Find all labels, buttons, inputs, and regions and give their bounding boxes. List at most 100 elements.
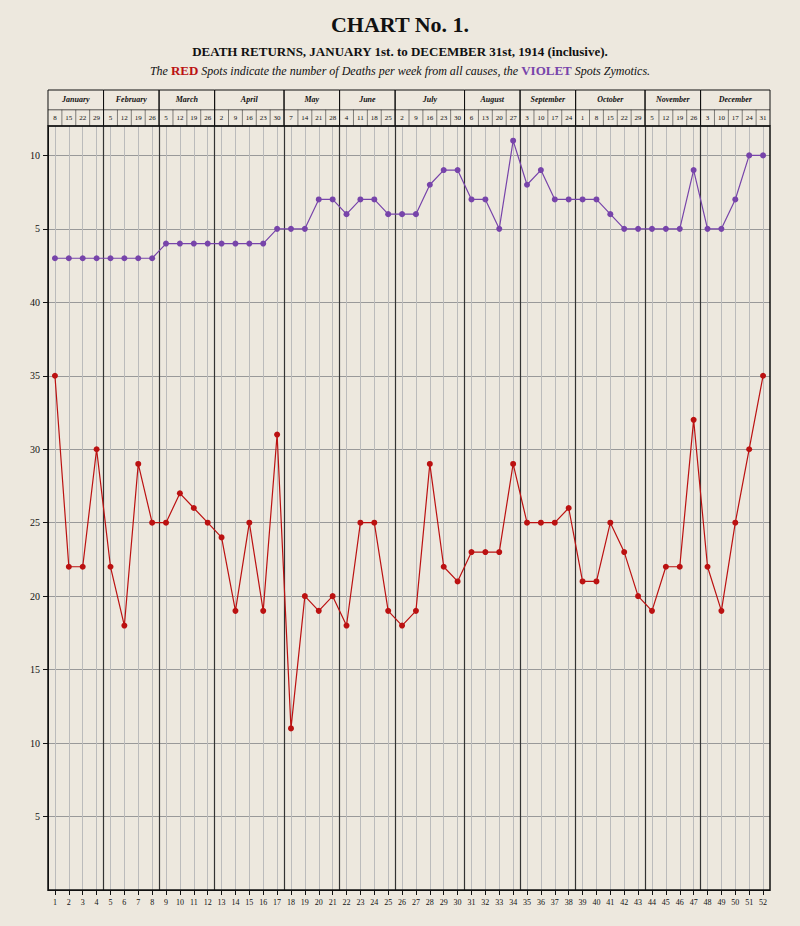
svg-text:March: March	[175, 95, 199, 104]
svg-text:32: 32	[481, 898, 489, 907]
svg-text:10: 10	[537, 114, 545, 122]
svg-text:19: 19	[135, 114, 143, 122]
svg-text:16: 16	[426, 114, 434, 122]
svg-text:36: 36	[537, 898, 545, 907]
svg-text:46: 46	[676, 898, 684, 907]
svg-text:30: 30	[454, 898, 462, 907]
svg-text:3: 3	[81, 898, 85, 907]
svg-text:10: 10	[30, 150, 40, 161]
svg-text:VIOLET: VIOLET	[521, 63, 572, 78]
svg-text:DEATH RETURNS, JANUARY 1st. to: DEATH RETURNS, JANUARY 1st. to DECEMBER …	[192, 44, 608, 59]
svg-text:5: 5	[35, 223, 40, 234]
svg-text:34: 34	[509, 898, 517, 907]
svg-text:29: 29	[93, 114, 101, 122]
svg-text:40: 40	[592, 898, 600, 907]
svg-text:5: 5	[164, 114, 168, 122]
svg-text:June: June	[358, 95, 376, 104]
svg-text:December: December	[718, 95, 753, 104]
svg-text:26: 26	[398, 898, 406, 907]
svg-text:42: 42	[620, 898, 628, 907]
svg-text:10: 10	[718, 114, 726, 122]
svg-text:17: 17	[551, 114, 559, 122]
svg-text:Spots indicate the number of D: Spots indicate the number of Deaths per …	[198, 64, 521, 78]
svg-text:48: 48	[704, 898, 712, 907]
svg-text:27: 27	[510, 114, 518, 122]
svg-text:2: 2	[67, 898, 71, 907]
svg-text:October: October	[597, 95, 624, 104]
svg-text:44: 44	[648, 898, 656, 907]
svg-text:20: 20	[315, 898, 323, 907]
svg-text:17: 17	[732, 114, 740, 122]
svg-text:February: February	[115, 95, 148, 104]
svg-text:24: 24	[565, 114, 573, 122]
svg-text:Spots Zymotics.: Spots Zymotics.	[572, 64, 650, 78]
svg-text:22: 22	[621, 114, 629, 122]
svg-text:10: 10	[30, 738, 40, 749]
svg-text:30: 30	[274, 114, 282, 122]
svg-text:12: 12	[176, 114, 184, 122]
svg-text:4: 4	[95, 898, 99, 907]
svg-text:8: 8	[53, 114, 57, 122]
svg-text:26: 26	[149, 114, 157, 122]
svg-text:40: 40	[30, 297, 40, 308]
svg-text:15: 15	[245, 898, 253, 907]
svg-text:25: 25	[385, 114, 393, 122]
svg-text:38: 38	[565, 898, 573, 907]
svg-text:5: 5	[35, 811, 40, 822]
svg-text:RED: RED	[171, 63, 198, 78]
svg-text:22: 22	[343, 898, 351, 907]
svg-text:11: 11	[190, 898, 198, 907]
svg-text:19: 19	[190, 114, 198, 122]
svg-text:5: 5	[108, 898, 112, 907]
svg-text:12: 12	[662, 114, 670, 122]
svg-text:25: 25	[30, 517, 40, 528]
svg-text:52: 52	[759, 898, 767, 907]
svg-text:26: 26	[204, 114, 212, 122]
svg-text:21: 21	[329, 898, 337, 907]
svg-text:August: August	[480, 95, 505, 104]
svg-text:21: 21	[315, 114, 323, 122]
svg-text:50: 50	[731, 898, 739, 907]
svg-text:31: 31	[760, 114, 768, 122]
svg-text:15: 15	[65, 114, 73, 122]
svg-text:49: 49	[717, 898, 725, 907]
svg-text:2: 2	[400, 114, 404, 122]
svg-text:November: November	[655, 95, 691, 104]
svg-text:29: 29	[440, 898, 448, 907]
svg-text:27: 27	[412, 898, 420, 907]
svg-text:41: 41	[606, 898, 614, 907]
svg-text:18: 18	[287, 898, 295, 907]
svg-text:18: 18	[371, 114, 379, 122]
svg-text:16: 16	[259, 898, 267, 907]
svg-text:19: 19	[676, 114, 684, 122]
svg-text:20: 20	[496, 114, 504, 122]
svg-text:24: 24	[746, 114, 754, 122]
svg-text:7: 7	[289, 114, 293, 122]
svg-text:39: 39	[579, 898, 587, 907]
svg-text:22: 22	[79, 114, 87, 122]
svg-text:1: 1	[581, 114, 585, 122]
svg-text:CHART No. 1.: CHART No. 1.	[331, 12, 469, 37]
svg-text:6: 6	[470, 114, 474, 122]
svg-text:2: 2	[220, 114, 224, 122]
svg-text:9: 9	[164, 898, 168, 907]
svg-text:9: 9	[414, 114, 418, 122]
svg-text:September: September	[531, 95, 567, 104]
svg-text:30: 30	[30, 444, 40, 455]
svg-text:12: 12	[121, 114, 129, 122]
svg-text:3: 3	[525, 114, 529, 122]
svg-text:25: 25	[384, 898, 392, 907]
svg-text:19: 19	[301, 898, 309, 907]
svg-text:15: 15	[607, 114, 615, 122]
svg-text:29: 29	[635, 114, 643, 122]
svg-text:26: 26	[690, 114, 698, 122]
svg-text:January: January	[61, 95, 90, 104]
svg-text:35: 35	[523, 898, 531, 907]
svg-text:13: 13	[482, 114, 490, 122]
svg-text:14: 14	[231, 898, 239, 907]
svg-text:43: 43	[634, 898, 642, 907]
svg-text:28: 28	[426, 898, 434, 907]
svg-text:1: 1	[53, 898, 57, 907]
svg-text:47: 47	[690, 898, 698, 907]
svg-text:51: 51	[745, 898, 753, 907]
